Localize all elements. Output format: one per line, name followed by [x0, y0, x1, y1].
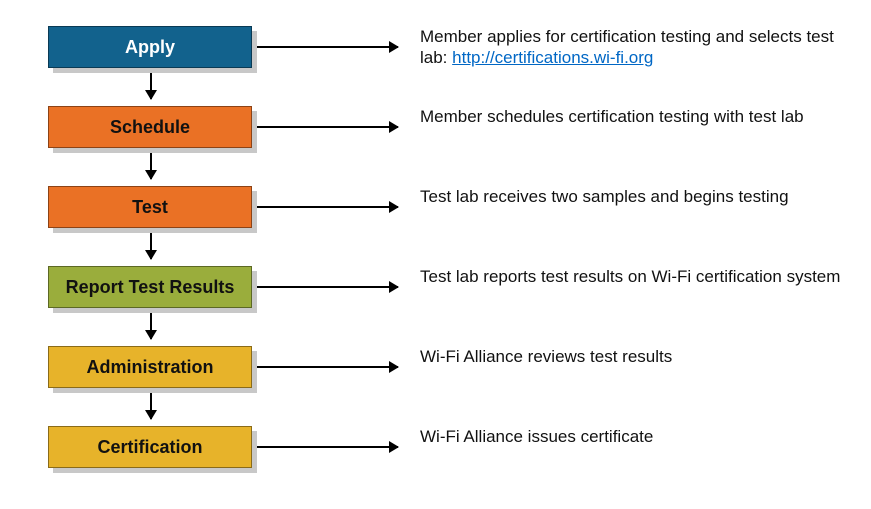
step-desc-admin: Wi-Fi Alliance reviews test results — [420, 346, 850, 367]
arrow-down-icon — [150, 393, 152, 419]
desc-text: Test lab receives two samples and begins… — [420, 187, 789, 206]
arrow-down-icon — [150, 313, 152, 339]
desc-text: Wi-Fi Alliance issues certificate — [420, 427, 653, 446]
step-desc-test: Test lab receives two samples and begins… — [420, 186, 850, 207]
arrow-down-icon — [150, 73, 152, 99]
desc-text: Member schedules certification testing w… — [420, 107, 804, 126]
step-label: Test — [132, 197, 168, 218]
arrow-right-icon — [257, 206, 398, 208]
step-box-cert: Certification — [48, 426, 252, 468]
step-box-apply: Apply — [48, 26, 252, 68]
desc-text: Wi-Fi Alliance reviews test results — [420, 347, 672, 366]
step-box-admin: Administration — [48, 346, 252, 388]
step-box-report: Report Test Results — [48, 266, 252, 308]
step-label: Apply — [125, 37, 175, 58]
step-desc-cert: Wi-Fi Alliance issues certificate — [420, 426, 850, 447]
step-desc-schedule: Member schedules certification testing w… — [420, 106, 850, 127]
arrow-down-icon — [150, 153, 152, 179]
step-label: Certification — [97, 437, 202, 458]
arrow-right-icon — [257, 366, 398, 368]
step-desc-apply: Member applies for certification testing… — [420, 26, 850, 69]
step-label: Report Test Results — [66, 277, 235, 298]
arrow-right-icon — [257, 46, 398, 48]
arrow-down-icon — [150, 233, 152, 259]
step-box-test: Test — [48, 186, 252, 228]
desc-link[interactable]: http://certifications.wi-fi.org — [452, 48, 653, 67]
step-label: Administration — [86, 357, 213, 378]
arrow-right-icon — [257, 446, 398, 448]
step-box-schedule: Schedule — [48, 106, 252, 148]
step-label: Schedule — [110, 117, 190, 138]
step-desc-report: Test lab reports test results on Wi-Fi c… — [420, 266, 850, 287]
arrow-right-icon — [257, 126, 398, 128]
arrow-right-icon — [257, 286, 398, 288]
desc-text: Test lab reports test results on Wi-Fi c… — [420, 267, 840, 286]
